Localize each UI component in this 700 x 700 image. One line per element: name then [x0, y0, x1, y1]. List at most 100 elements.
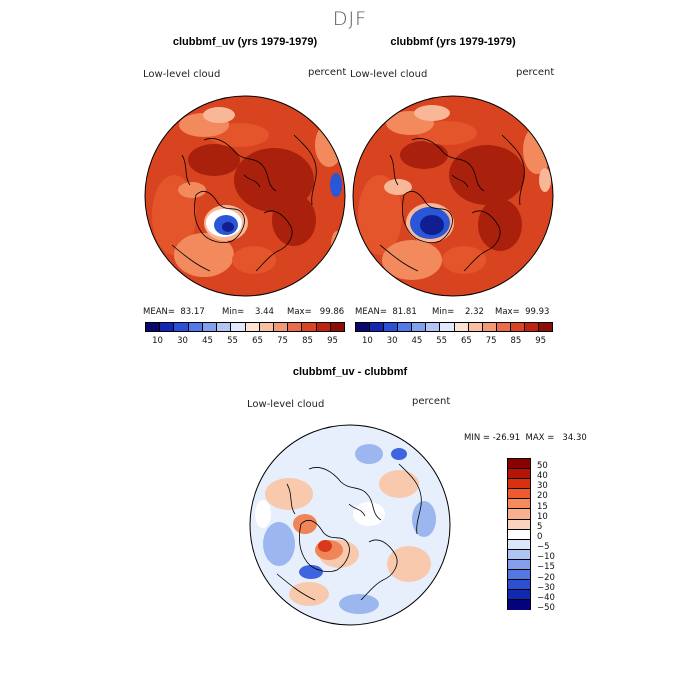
colorbar-tick-label: −5 [537, 542, 550, 553]
colorbar-swatch [316, 323, 331, 331]
colorbar-tick-label: 30 [386, 336, 398, 346]
panel3-polar-map [249, 424, 451, 626]
colorbar-swatch [482, 323, 497, 331]
colorbar-swatch [454, 323, 469, 331]
colorbar-swatch [160, 323, 175, 331]
colorbar-swatch [508, 479, 530, 490]
panel1-min-stat: Min= 3.44 [222, 307, 274, 317]
colorbar-tick-label: −10 [537, 552, 555, 563]
panel2-polar-map [352, 95, 554, 297]
colorbar-swatch [508, 559, 530, 571]
panel3-colorbar-ticks: 50 40 30 20 15 10 5 0 −5 −10 −15 −20 −30 −40 −50 [537, 458, 577, 628]
colorbar-swatch [508, 509, 530, 520]
colorbar-swatch [302, 323, 317, 331]
panel1-title: clubbmf_uv (yrs 1979-1979) [172, 36, 318, 48]
colorbar-tick-label: 40 [537, 471, 548, 482]
colorbar-swatch [508, 570, 530, 581]
colorbar-tick-label: 45 [202, 336, 213, 346]
panel1-colorbar-ticks: 10 30 45 55 65 75 85 95 [145, 336, 345, 346]
colorbar-tick-label: 20 [537, 491, 548, 502]
panel2-mean-stat: MEAN= 81.81 [355, 307, 417, 317]
panel1-units-label: percent [308, 67, 347, 78]
colorbar-tick-label: 55 [436, 336, 448, 346]
colorbar-swatch [398, 323, 413, 331]
colorbar-tick-label: −40 [537, 592, 555, 603]
colorbar-tick-label: 85 [510, 336, 522, 346]
colorbar-tick-label: 85 [302, 336, 313, 346]
figure-title: DJF [332, 8, 368, 30]
colorbar-swatch [539, 323, 553, 331]
colorbar-tick-label: 50 [537, 461, 548, 472]
colorbar-swatch [245, 323, 260, 331]
colorbar-swatch [202, 323, 218, 331]
colorbar-swatch [188, 323, 203, 331]
colorbar-tick-label: 15 [537, 501, 548, 512]
panel3-coastlines [276, 463, 422, 601]
colorbar-tick-label: 30 [537, 481, 548, 492]
colorbar-swatch [508, 590, 530, 601]
colorbar-swatch [288, 323, 303, 331]
colorbar-tick-label: 10 [361, 336, 373, 346]
colorbar-tick-label: 65 [252, 336, 263, 346]
colorbar-swatch [508, 489, 530, 500]
panel2-max-stat: Max= 99.93 [495, 307, 550, 317]
panel3-units-label: percent [412, 396, 451, 407]
panel1-max-stat: Max= 99.86 [287, 307, 345, 317]
panel2-cloud-field [353, 96, 553, 296]
colorbar-tick-label: 55 [227, 336, 238, 346]
colorbar-swatch [356, 323, 371, 331]
colorbar-swatch [259, 323, 274, 331]
colorbar-tick-label: 95 [327, 336, 338, 346]
panel1-colorbar [145, 322, 345, 332]
colorbar-swatch [508, 539, 530, 550]
colorbar-swatch [524, 323, 540, 331]
colorbar-swatch [508, 549, 530, 560]
colorbar-tick-label: 0 [537, 532, 543, 542]
colorbar-swatch [174, 323, 189, 331]
colorbar-swatch [508, 529, 530, 540]
colorbar-swatch [510, 323, 525, 331]
panel1-polar-map [144, 95, 346, 297]
panel3-variable-label: Low-level cloud [247, 399, 325, 410]
panel2-coastlines [379, 134, 525, 272]
colorbar-swatch [440, 323, 455, 331]
colorbar-swatch [330, 323, 345, 331]
colorbar-tick-label: 75 [485, 336, 497, 346]
colorbar-tick-label: 10 [537, 511, 548, 522]
panel1-mean-stat: MEAN= 83.17 [143, 307, 205, 317]
colorbar-tick-label: 75 [277, 336, 288, 346]
colorbar-swatch [508, 580, 530, 591]
colorbar-swatch [426, 323, 441, 331]
colorbar-swatch [217, 323, 232, 331]
colorbar-tick-label: 5 [537, 521, 543, 532]
panel2-colorbar [355, 322, 553, 332]
panel2-title: clubbmf (yrs 1979-1979) [390, 36, 516, 48]
panel2-min-stat: Min= 2.32 [432, 307, 484, 317]
colorbar-swatch [496, 323, 511, 331]
colorbar-swatch [231, 323, 246, 331]
panel3-colorbar [507, 458, 531, 611]
panel3-minmax-stat: MIN = -26.91 MAX = 34.30 [464, 433, 587, 443]
colorbar-swatch [508, 459, 530, 470]
colorbar-tick-label: −20 [537, 572, 555, 583]
colorbar-tick-label: −15 [537, 562, 555, 573]
colorbar-swatch [412, 323, 427, 331]
colorbar-tick-label: −30 [537, 582, 555, 593]
colorbar-tick-label: −50 [537, 602, 555, 613]
colorbar-tick-label: 65 [460, 336, 472, 346]
colorbar-tick-label: 10 [152, 336, 163, 346]
panel1-coastlines [171, 134, 317, 272]
colorbar-swatch [508, 499, 530, 510]
panel1-variable-label: Low-level cloud [143, 69, 221, 80]
colorbar-tick-label: 45 [411, 336, 423, 346]
colorbar-swatch [508, 519, 530, 530]
colorbar-swatch [273, 323, 289, 331]
colorbar-tick-label: 30 [177, 336, 188, 346]
colorbar-swatch [146, 323, 161, 331]
colorbar-swatch [508, 469, 530, 480]
panel2-variable-label: Low-level cloud [350, 69, 428, 80]
colorbar-swatch [370, 323, 385, 331]
panel2-units-label: percent [516, 67, 555, 78]
panel2-colorbar-ticks: 10 30 45 55 65 75 85 95 [355, 336, 553, 346]
colorbar-tick-label: 95 [535, 336, 547, 346]
